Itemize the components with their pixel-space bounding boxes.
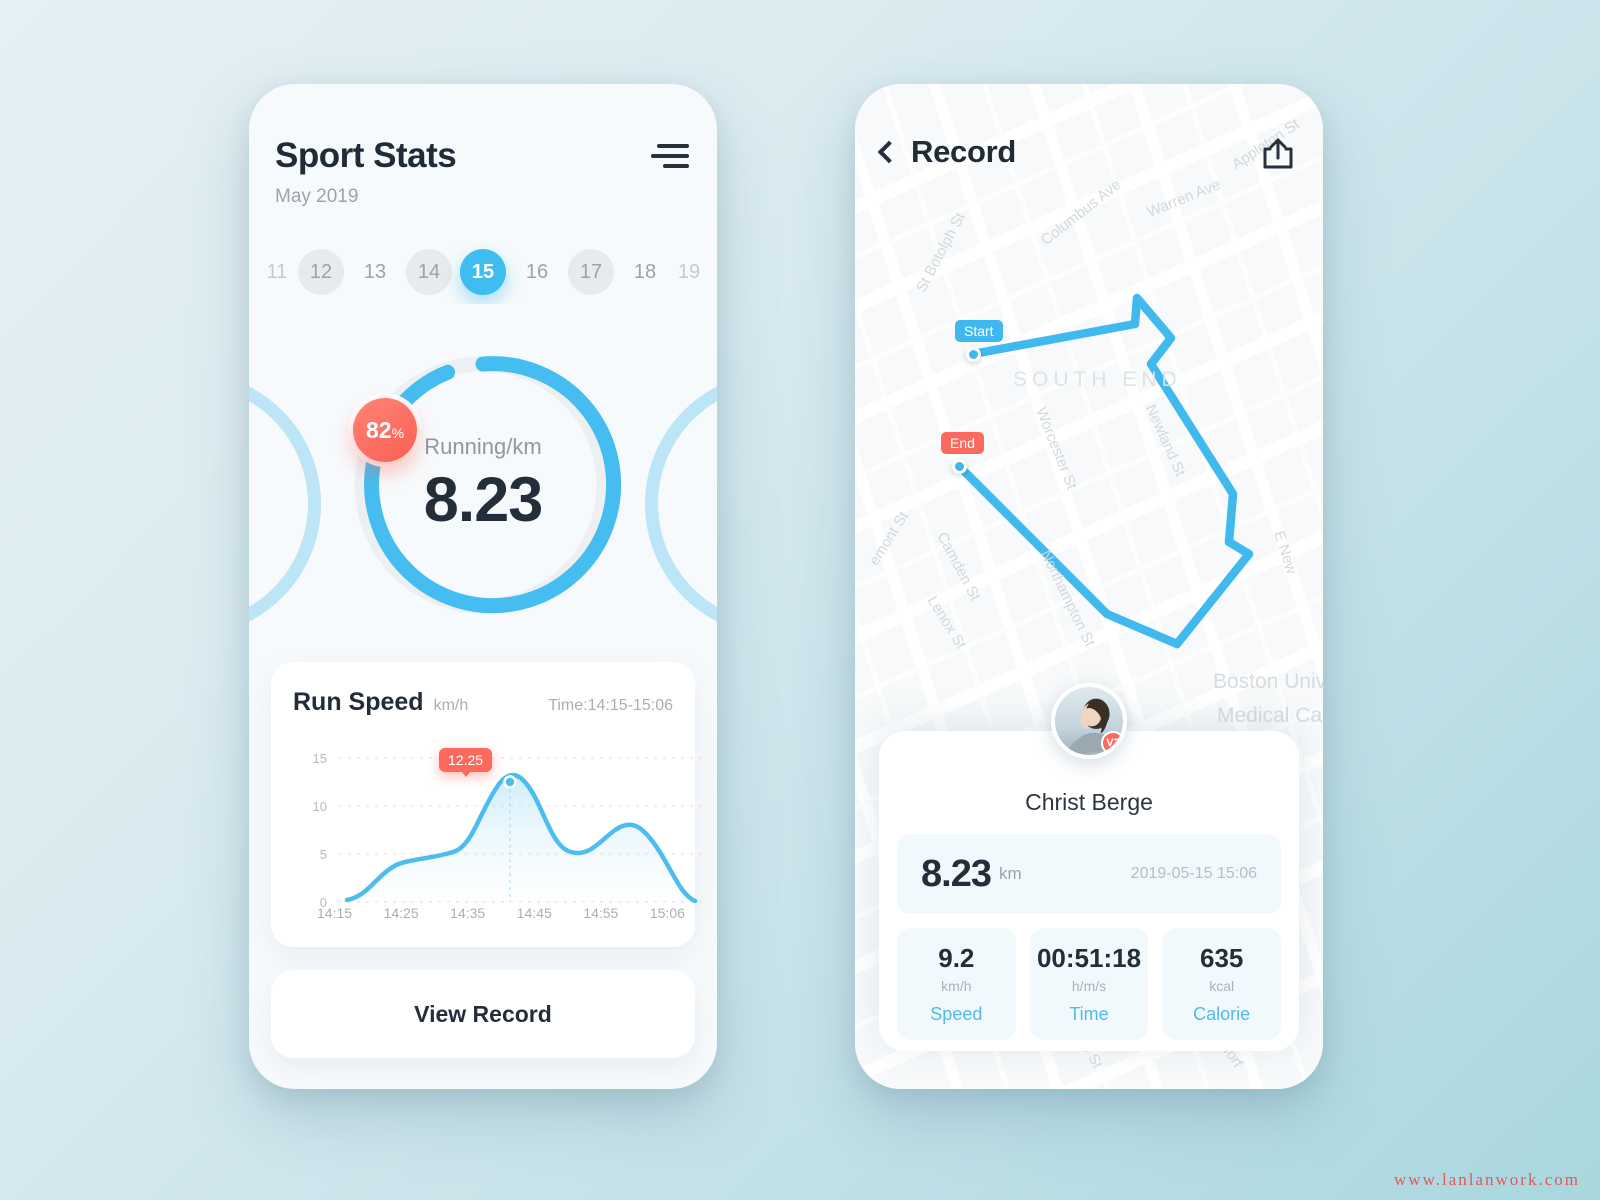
user-name: Christ Berge [1025, 789, 1153, 815]
date-item-17[interactable]: 17 [568, 249, 614, 295]
gauge-ring-previous[interactable] [249, 372, 321, 636]
percent-symbol: % [391, 425, 405, 441]
chart-x-tick: 14:25 [383, 905, 419, 921]
metric-calorie[interactable]: 635 kcal Calorie [1162, 928, 1282, 1040]
date-item-19[interactable]: 19 [677, 260, 701, 283]
record-header: Record [877, 134, 1017, 170]
hamburger-icon[interactable] [651, 141, 689, 171]
record-summary-sheet: V3 Christ Berge 8.23 km 2019-05-15 15:06… [879, 683, 1299, 1051]
view-record-button[interactable]: View Record [271, 970, 695, 1058]
gauge-center-text: Running/km 8.23 [344, 346, 622, 624]
distance-unit: km [998, 864, 1022, 883]
chart-x-tick: 14:15 [317, 905, 353, 921]
chart-svg: 15 10 5 0 [313, 751, 707, 910]
end-flag-label: End [941, 432, 984, 454]
distance-summary-row: 8.23 km 2019-05-15 15:06 [897, 834, 1281, 914]
run-speed-header: Run Speed km/h Time:14:15-15:06 [293, 688, 673, 717]
svg-text:5: 5 [320, 847, 327, 862]
route-polyline [954, 293, 1254, 649]
gauge-ring-next[interactable] [645, 372, 717, 636]
hamburger-line [651, 154, 689, 158]
record-page-title: Record [911, 134, 1017, 169]
chart-x-tick: 14:45 [516, 905, 552, 921]
hamburger-line [657, 144, 689, 148]
metric-calorie-value: 635 [1199, 943, 1244, 973]
gauge-value: 8.23 [423, 465, 544, 535]
gauge-label: Running/km [424, 434, 542, 459]
percent-number: 82 [365, 417, 392, 443]
run-speed-title: Run Speed [293, 688, 424, 716]
chart-area-fill [347, 775, 695, 902]
date-item-14[interactable]: 14 [406, 249, 452, 295]
chart-peak-point [503, 775, 517, 789]
running-distance-gauge: Running/km 8.23 82 % [344, 346, 622, 624]
percent-badge: 82 % [353, 398, 417, 462]
gauge-carousel: Running/km 8.23 82 % [249, 322, 717, 682]
metric-calorie-unit: kcal [1209, 978, 1235, 994]
chevron-left-icon[interactable] [877, 140, 901, 164]
end-dot [952, 459, 967, 474]
metric-time-unit: h/m/s [1071, 978, 1107, 994]
verified-badge: V3 [1101, 731, 1123, 755]
record-datetime: 2019-05-15 15:06 [1130, 865, 1257, 882]
run-speed-time-range: Time:14:15-15:06 [548, 697, 673, 714]
metric-speed-unit: km/h [941, 978, 972, 994]
metric-time-value: 00:51:18 [1036, 943, 1142, 973]
chart-peak-tooltip: 12.25 [439, 748, 493, 777]
start-flag-label: Start [955, 320, 1003, 342]
chart-x-tick: 14:35 [450, 905, 486, 921]
share-box-icon[interactable] [1259, 134, 1297, 172]
metric-speed-label: Speed [930, 1004, 983, 1024]
share-icon-svg [1263, 138, 1293, 169]
svg-text:0: 0 [320, 895, 327, 910]
sport-stats-screen: Sport Stats May 2019 11 12 13 14 15 16 1… [249, 84, 717, 1089]
metric-speed-value: 9.2 [938, 943, 975, 973]
metric-time-label: Time [1069, 1004, 1109, 1024]
svg-text:10: 10 [313, 799, 327, 814]
record-screen: St Botolph St Columbus Ave Warren Ave Ap… [855, 84, 1323, 1089]
metrics-row: 9.2 km/h Speed 00:51:18 h/m/s Time 635 k… [897, 928, 1282, 1040]
metric-calorie-label: Calorie [1193, 1004, 1251, 1024]
date-item-13[interactable]: 13 [363, 260, 387, 283]
date-item-11[interactable]: 11 [266, 260, 288, 283]
metric-speed[interactable]: 9.2 km/h Speed [897, 928, 1016, 1040]
watermark: www.lanlanwork.com [1394, 1170, 1580, 1189]
date-item-18[interactable]: 18 [633, 260, 657, 283]
start-dot [966, 347, 981, 362]
distance-value: 8.23 [921, 852, 992, 895]
chart-x-tick: 15:06 [649, 905, 685, 921]
chart-x-ticks: 14:15 14:25 14:35 14:45 14:55 15:06 [317, 905, 685, 921]
run-speed-card: Run Speed km/h Time:14:15-15:06 [271, 662, 707, 947]
left-header: Sport Stats May 2019 [249, 84, 717, 208]
avatar[interactable]: V3 [1051, 683, 1127, 759]
date-item-16[interactable]: 16 [525, 260, 549, 283]
chart-x-tick: 14:55 [583, 905, 619, 921]
metric-time[interactable]: 00:51:18 h/m/s Time [1029, 928, 1149, 1040]
run-speed-unit: km/h [433, 697, 469, 714]
date-strip[interactable]: 11 12 13 14 15 16 17 18 19 [249, 240, 717, 304]
chart-line [344, 772, 698, 904]
chart-y-ticks: 15 10 5 0 [313, 751, 327, 910]
date-item-12[interactable]: 12 [298, 249, 344, 295]
hamburger-line [663, 164, 689, 168]
svg-text:15: 15 [313, 751, 327, 766]
date-item-15-selected[interactable]: 15 [460, 249, 506, 295]
run-speed-chart[interactable]: 15 10 5 0 12.25 [293, 738, 717, 934]
page-subtitle: May 2019 [275, 186, 359, 207]
page-title: Sport Stats [275, 136, 457, 175]
